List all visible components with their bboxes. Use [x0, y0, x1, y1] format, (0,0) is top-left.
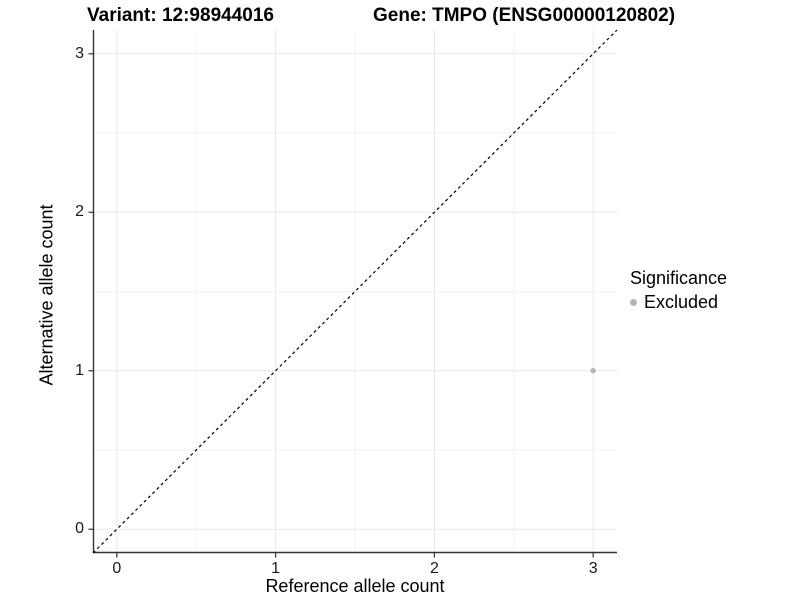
- x-tick-label: 1: [271, 560, 281, 577]
- x-tick-label: 0: [112, 560, 122, 577]
- data-point: [590, 368, 596, 374]
- plot-title-variant: Variant: 12:98944016: [87, 5, 274, 26]
- plot-canvas: [88, 29, 618, 558]
- x-axis-title: Reference allele count: [265, 576, 445, 596]
- legend-entry-label: Excluded: [644, 292, 719, 312]
- legend-marker-dot: [630, 299, 637, 306]
- x-tick-label: 3: [588, 560, 598, 577]
- y-tick-label: 2: [75, 203, 84, 221]
- y-axis-title: Alternative allele count: [36, 204, 57, 386]
- legend-title: Significance: [630, 268, 728, 288]
- legend: Significance Excluded: [630, 267, 727, 313]
- y-tick-label: 3: [75, 44, 84, 62]
- x-tick-label: 2: [429, 560, 439, 577]
- plot-title-gene: Gene: TMPO (ENSG00000120802): [373, 5, 676, 26]
- plot-panel: 0 1 2 3 0 1 2 3: [75, 29, 618, 577]
- legend-entry-excluded: Excluded: [630, 292, 727, 313]
- y-tick-label: 0: [75, 520, 84, 538]
- y-tick-label: 1: [75, 361, 84, 379]
